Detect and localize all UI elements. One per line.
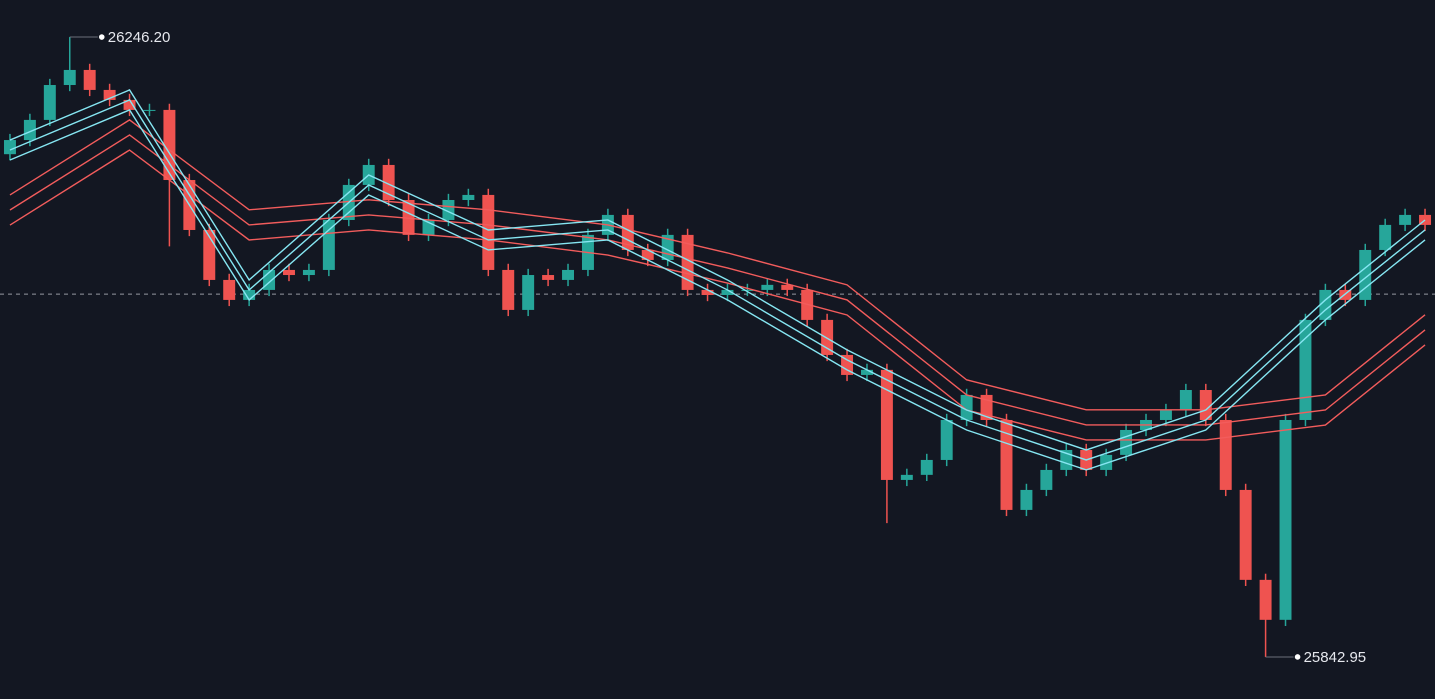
candle-body (920, 459, 933, 475)
candle-body (1000, 419, 1013, 510)
candle-body (621, 214, 634, 250)
candle-body (402, 199, 415, 235)
annotation-dot (98, 34, 105, 40)
candle-body (1319, 289, 1332, 320)
candle-body (1219, 419, 1232, 490)
candle-body (1359, 249, 1372, 300)
moving-average (9, 119, 1426, 411)
candle-body (1159, 409, 1172, 420)
candle-body (1239, 489, 1252, 580)
candle-body (1299, 319, 1312, 420)
candle-body (1339, 289, 1352, 300)
candle-body (980, 394, 993, 420)
candle-body (462, 194, 475, 200)
moving-average (9, 149, 1426, 441)
candle-body (422, 219, 435, 235)
candle-body (3, 140, 16, 155)
moving-average (9, 89, 1426, 451)
candle-body (522, 275, 535, 310)
candle-body (302, 269, 315, 276)
candle-body (880, 369, 893, 480)
candle-body (841, 354, 854, 375)
candle-body (1120, 429, 1133, 455)
candle-body (1259, 579, 1272, 620)
moving-average (9, 99, 1426, 461)
candle-body (1060, 449, 1073, 470)
candle-body (123, 99, 136, 110)
candle-body (741, 289, 754, 291)
moving-average (9, 134, 1426, 426)
candle-body (263, 269, 276, 290)
candle-body (322, 219, 335, 270)
candle-body (223, 279, 236, 300)
candle-body (382, 164, 395, 200)
candle-body (203, 229, 216, 280)
candle-body (243, 289, 256, 300)
candle-body (163, 109, 176, 181)
candle-body (1199, 390, 1212, 420)
candle-body (442, 199, 455, 220)
annotation-label: 25842.95 (1304, 649, 1367, 666)
candle-body (960, 394, 973, 420)
candle-body (641, 249, 654, 260)
candle-body (681, 234, 694, 290)
moving-average (9, 109, 1426, 471)
candle-body (283, 269, 295, 276)
candle-body (661, 234, 674, 260)
candle-body (781, 284, 794, 290)
candle-body (1399, 214, 1412, 225)
candle-body (940, 419, 953, 460)
candle-body (1040, 469, 1053, 490)
candle-body (103, 89, 116, 100)
candle-body (1179, 390, 1192, 410)
candle-body (861, 369, 873, 375)
candle-body (143, 109, 156, 111)
candle-body (502, 269, 515, 310)
candle-body (43, 85, 56, 120)
candle-body (761, 284, 774, 290)
candle-body (701, 289, 714, 296)
candle-body (542, 275, 555, 280)
candle-body (1020, 489, 1033, 510)
annotation-dot (1294, 654, 1301, 660)
candle-body (83, 69, 96, 90)
annotation-label: 26246.20 (108, 29, 171, 46)
candle-body (721, 289, 734, 296)
candle-body (1100, 454, 1113, 470)
candle-body (482, 194, 495, 270)
candle-body (900, 474, 913, 480)
candle-body (1279, 419, 1292, 620)
candle-body (562, 269, 574, 280)
candle-body (63, 69, 76, 86)
candle-body (23, 119, 36, 141)
candle-body (1419, 214, 1432, 225)
candle-body (1379, 224, 1392, 250)
